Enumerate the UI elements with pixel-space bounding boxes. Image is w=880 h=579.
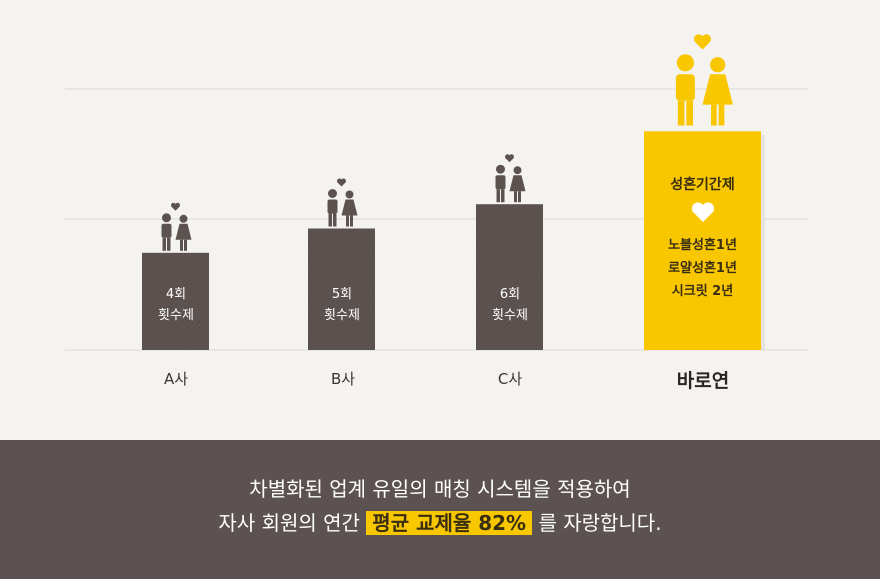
bar-b-text: 5회 횟수제 — [324, 287, 360, 323]
category-label-baroyeon: 바로연 — [676, 370, 730, 392]
bar-chart — [65, 34, 808, 351]
bottom-banner: 차별화된 업계 유일의 매칭 시스템을 적용하여 자사 회원의 연간 평균 교제… — [0, 440, 880, 579]
banner-line-2-suffix: 를 자랑합니다. — [538, 511, 662, 535]
banner-line-2-prefix: 자사 회원의 연간 — [218, 511, 360, 535]
category-label-a: A사 — [163, 370, 189, 388]
banner-highlight: 평균 교제율 82% — [366, 511, 533, 535]
couple-icon — [327, 178, 358, 227]
bar — [476, 204, 543, 350]
bar-c-text: 6회 횟수제 — [492, 287, 528, 323]
highlight-line: 시크릿 2년 — [671, 284, 734, 299]
bar — [142, 252, 209, 350]
banner-line-1: 차별화된 업계 유일의 매칭 시스템을 적용하여 — [249, 477, 631, 501]
highlight-bar-content: 성혼기간제 노블성혼1년 로얄성혼1년 시크릿 2년 — [644, 131, 761, 350]
couple-icon — [161, 202, 192, 251]
banner-line-2: 자사 회원의 연간 평균 교제율 82% 를 자랑합니다. — [0, 506, 880, 540]
bar — [308, 228, 375, 350]
bar — [644, 131, 761, 350]
couple-icon — [495, 154, 526, 203]
category-label-c: C사 — [497, 370, 523, 388]
highlight-line: 노블성혼1년 — [668, 238, 737, 253]
highlight-title: 성혼기간제 — [670, 177, 735, 193]
heart-icon — [644, 200, 761, 226]
couple-icon — [675, 34, 733, 126]
highlight-line: 로얄성혼1년 — [668, 261, 737, 276]
bar-a-text: 4회 횟수제 — [158, 287, 194, 323]
category-label-b: B사 — [330, 370, 356, 388]
